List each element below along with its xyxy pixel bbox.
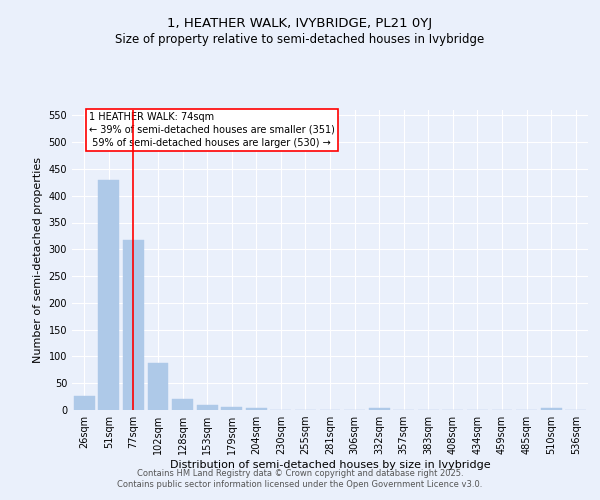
Bar [74,396,95,410]
Text: Size of property relative to semi-detached houses in Ivybridge: Size of property relative to semi-detach… [115,32,485,46]
Bar [368,408,389,410]
Y-axis label: Number of semi-detached properties: Number of semi-detached properties [33,157,43,363]
Bar [98,180,119,410]
Bar [123,240,144,410]
Text: Contains public sector information licensed under the Open Government Licence v3: Contains public sector information licen… [118,480,482,489]
Bar [221,407,242,410]
Text: 1, HEATHER WALK, IVYBRIDGE, PL21 0YJ: 1, HEATHER WALK, IVYBRIDGE, PL21 0YJ [167,18,433,30]
X-axis label: Distribution of semi-detached houses by size in Ivybridge: Distribution of semi-detached houses by … [170,460,490,470]
Text: Contains HM Land Registry data © Crown copyright and database right 2025.: Contains HM Land Registry data © Crown c… [137,468,463,477]
Bar [246,408,267,410]
Bar [197,404,218,410]
Bar [148,364,169,410]
Bar [172,400,193,410]
Text: 1 HEATHER WALK: 74sqm
← 39% of semi-detached houses are smaller (351)
 59% of se: 1 HEATHER WALK: 74sqm ← 39% of semi-deta… [89,112,335,148]
Bar [541,408,562,410]
